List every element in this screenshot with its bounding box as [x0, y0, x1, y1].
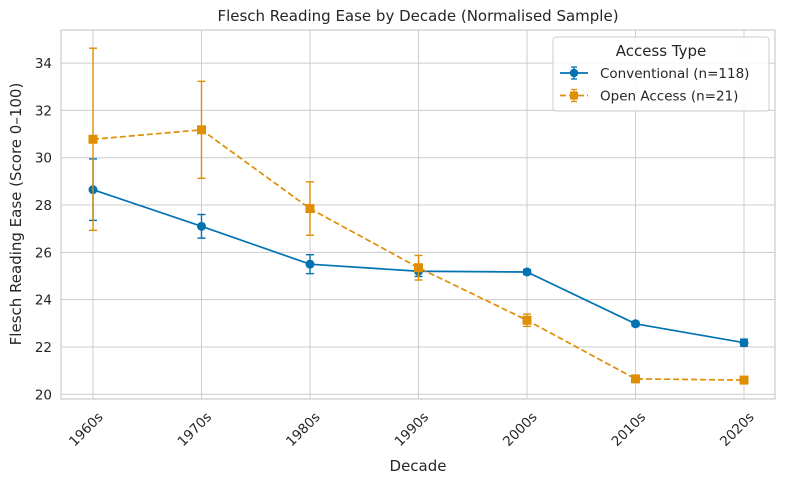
y-tick-label: 28	[35, 198, 52, 214]
series-1	[88, 158, 749, 348]
legend-label: Conventional (n=118)	[600, 66, 749, 82]
x-tick-label: 2020s	[717, 409, 758, 450]
legend-marker	[570, 91, 578, 100]
legend: Access Type Conventional (n=118) Open Acc…	[552, 36, 770, 112]
data-point	[739, 375, 749, 385]
legend-entry: Open Access (n=21)	[560, 89, 738, 105]
data-point	[88, 134, 98, 144]
data-point	[197, 221, 206, 231]
x-tick-label: 2000s	[500, 409, 541, 450]
y-tick-label: 20	[35, 387, 52, 403]
series-layer	[88, 47, 749, 385]
legend-entry: Conventional (n=118)	[560, 66, 749, 82]
y-tick-label: 22	[35, 340, 52, 356]
y-tick-label: 34	[35, 56, 52, 72]
x-tick-labels: 1960s 1970s 1980s 1990s 2000s 2010s 2020s	[66, 409, 758, 450]
data-point	[739, 338, 749, 348]
x-tick-label: 1960s	[66, 409, 107, 450]
y-tick-label: 30	[35, 151, 52, 167]
data-point	[631, 374, 640, 384]
data-point	[522, 315, 532, 325]
legend-title: Access Type	[616, 42, 707, 60]
x-tick-label: 1990s	[392, 409, 433, 450]
data-point	[631, 319, 640, 329]
data-point	[414, 263, 423, 273]
y-axis-title: Flesch Reading Ease (Score 0–100)	[7, 83, 25, 346]
y-tick-label: 26	[35, 245, 52, 261]
y-tick-label: 32	[35, 103, 52, 119]
data-point	[305, 204, 315, 214]
legend-box	[552, 36, 770, 112]
series-2	[88, 47, 749, 385]
chart-title: Flesch Reading Ease by Decade (Normalise…	[217, 7, 618, 25]
x-axis-title: Decade	[390, 457, 447, 475]
x-tick-label: 2010s	[609, 409, 650, 450]
y-tick-label: 24	[35, 293, 52, 309]
data-point	[522, 267, 532, 277]
legend-entries: Conventional (n=118) Open Access (n=21)	[560, 66, 749, 105]
legend-marker	[569, 68, 579, 78]
legend-label: Open Access (n=21)	[600, 89, 738, 105]
data-point	[305, 259, 315, 269]
x-tick-label: 1980s	[283, 409, 324, 450]
x-tick-label: 1970s	[175, 409, 216, 450]
data-point	[197, 125, 206, 135]
y-tick-labels: 20 22 24 26 28 30 32 34	[35, 56, 52, 403]
plot-frame	[60, 29, 776, 400]
